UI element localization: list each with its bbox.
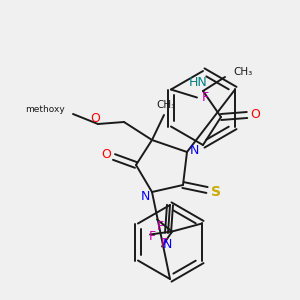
Text: O: O xyxy=(101,148,111,161)
Text: S: S xyxy=(211,185,221,199)
Text: F: F xyxy=(201,91,208,104)
Text: CH₃: CH₃ xyxy=(156,100,176,110)
Text: F: F xyxy=(160,237,168,250)
Text: F: F xyxy=(157,220,164,233)
Text: O: O xyxy=(90,112,100,125)
Text: HN: HN xyxy=(189,76,207,89)
Text: CH₃: CH₃ xyxy=(233,67,252,77)
Text: N: N xyxy=(162,238,172,251)
Text: N: N xyxy=(189,143,199,157)
Text: N: N xyxy=(140,190,150,203)
Text: methoxy: methoxy xyxy=(25,104,65,113)
Text: F: F xyxy=(148,230,156,243)
Text: O: O xyxy=(250,109,260,122)
